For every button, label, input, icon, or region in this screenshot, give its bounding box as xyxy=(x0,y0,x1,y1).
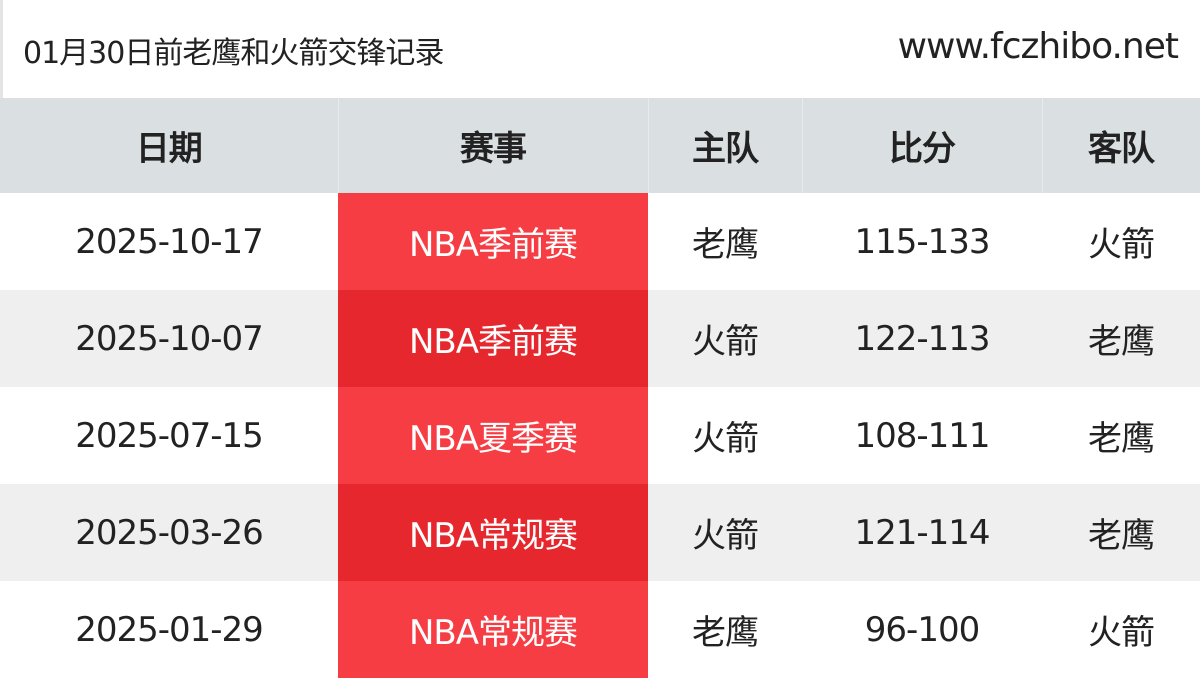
column-header-score: 比分 xyxy=(802,98,1043,193)
cell-competition: NBA常规赛 xyxy=(338,581,648,678)
cell-home-team: 老鹰 xyxy=(648,581,802,678)
table-header-row: 日期 赛事 主队 比分 客队 xyxy=(0,98,1200,193)
column-header-competition: 赛事 xyxy=(338,98,649,193)
cell-away-team: 老鹰 xyxy=(1042,484,1200,581)
cell-away-team: 老鹰 xyxy=(1042,290,1200,387)
table-row: 2025-10-17 NBA季前赛 老鹰 115-133 火箭 xyxy=(0,193,1200,290)
cell-competition: NBA夏季赛 xyxy=(338,387,648,484)
cell-home-team: 火箭 xyxy=(648,290,802,387)
cell-home-team: 老鹰 xyxy=(648,193,802,290)
page-title: 01月30日前老鹰和火箭交锋记录 xyxy=(23,36,444,71)
match-history-table: 日期 赛事 主队 比分 客队 2025-10-17 NBA季前赛 老鹰 115-133… xyxy=(0,98,1200,678)
cell-away-team: 老鹰 xyxy=(1042,387,1200,484)
cell-date: 2025-10-07 xyxy=(0,290,338,387)
header: 01月30日前老鹰和火箭交锋记录 www.fczhibo.net xyxy=(0,0,1200,98)
table-row: 2025-03-26 NBA常规赛 火箭 121-114 老鹰 xyxy=(0,484,1200,581)
table-row: 2025-10-07 NBA季前赛 火箭 122-113 老鹰 xyxy=(0,290,1200,387)
cell-score: 121-114 xyxy=(802,484,1042,581)
column-header-away: 客队 xyxy=(1042,98,1200,193)
cell-score: 122-113 xyxy=(802,290,1042,387)
cell-away-team: 火箭 xyxy=(1042,581,1200,678)
cell-competition: NBA季前赛 xyxy=(338,290,648,387)
table-row: 2025-07-15 NBA夏季赛 火箭 108-111 老鹰 xyxy=(0,387,1200,484)
cell-score: 96-100 xyxy=(802,581,1042,678)
cell-away-team: 火箭 xyxy=(1042,193,1200,290)
cell-score: 115-133 xyxy=(802,193,1042,290)
cell-date: 2025-01-29 xyxy=(0,581,338,678)
cell-date: 2025-03-26 xyxy=(0,484,338,581)
cell-competition: NBA季前赛 xyxy=(338,193,648,290)
cell-date: 2025-07-15 xyxy=(0,387,338,484)
cell-score: 108-111 xyxy=(802,387,1042,484)
column-header-home: 主队 xyxy=(648,98,803,193)
cell-home-team: 火箭 xyxy=(648,484,802,581)
site-url: www.fczhibo.net xyxy=(897,26,1179,67)
cell-home-team: 火箭 xyxy=(648,387,802,484)
cell-competition: NBA常规赛 xyxy=(338,484,648,581)
column-header-date: 日期 xyxy=(0,98,339,193)
table-row: 2025-01-29 NBA常规赛 老鹰 96-100 火箭 xyxy=(0,581,1200,678)
cell-date: 2025-10-17 xyxy=(0,193,338,290)
